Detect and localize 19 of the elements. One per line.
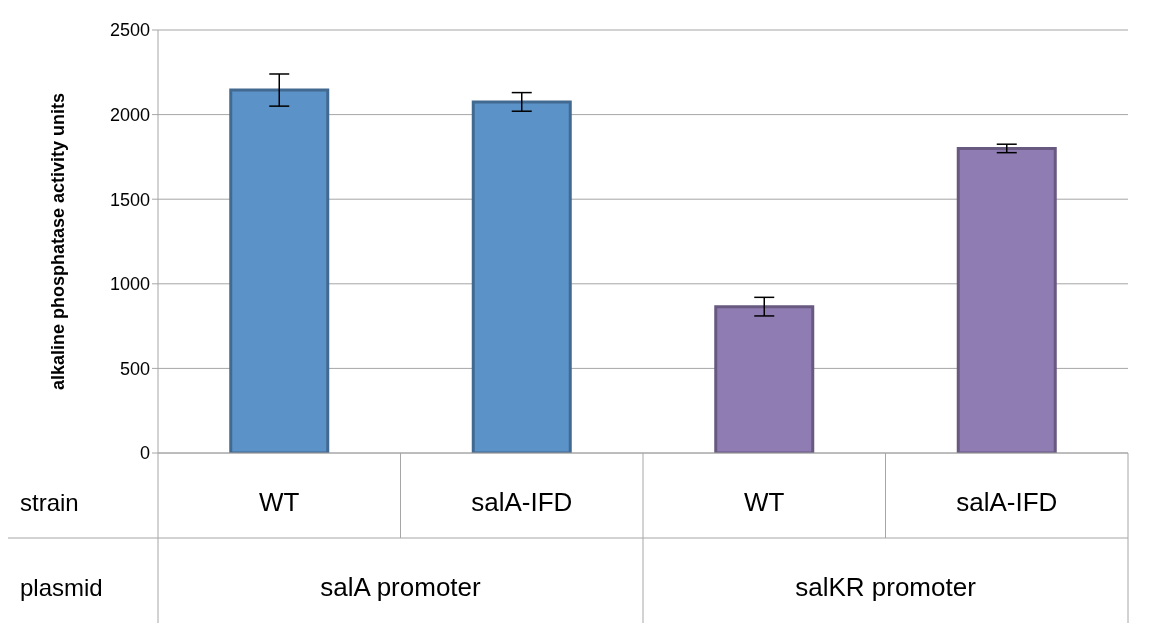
- bar: [956, 146, 1057, 453]
- text: strain: [20, 489, 79, 516]
- y-tick-label: 2500: [109, 20, 150, 41]
- bar: [471, 100, 572, 453]
- text: salA promoter: [320, 572, 482, 602]
- y-axis-title: alkaline phosphatase activity units: [48, 92, 69, 391]
- x-tick-label: WT: [744, 487, 785, 517]
- y-tick-label: 2000: [109, 104, 150, 125]
- x-tick-label: salA-IFD: [471, 487, 573, 517]
- y-tick-label: 500: [119, 358, 150, 379]
- y-tick-label: 0: [139, 443, 150, 464]
- bar: [714, 305, 815, 453]
- x-tick-label: salA-IFD: [956, 487, 1058, 517]
- text: salKR promoter: [795, 572, 977, 602]
- bar: [229, 88, 330, 453]
- text: plasmid: [20, 574, 103, 601]
- x-tick-label: WT: [259, 487, 300, 517]
- y-tick-label: 1500: [109, 189, 150, 210]
- y-tick-label: 1000: [109, 274, 150, 295]
